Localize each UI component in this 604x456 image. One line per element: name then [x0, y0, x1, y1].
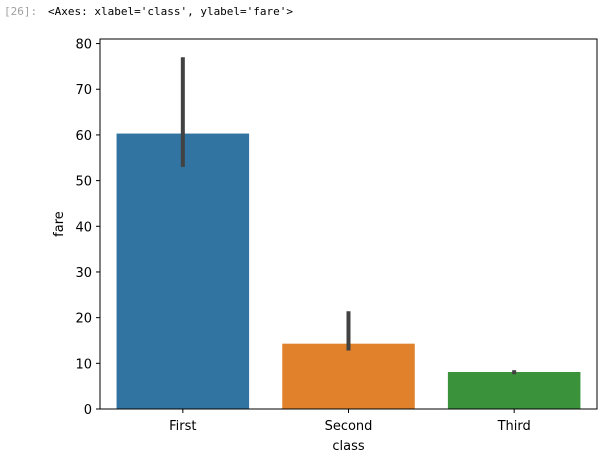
x-axis-label: class: [332, 439, 364, 454]
y-tick-label: 70: [75, 83, 92, 98]
y-tick-label: 20: [75, 312, 92, 327]
y-tick-label: 60: [75, 129, 92, 144]
bar-third: [447, 372, 581, 409]
bar-second: [282, 343, 415, 409]
x-axis: First Second Third: [169, 409, 531, 434]
y-tick-label: 80: [75, 38, 92, 53]
cell-output-text: <Axes: xlabel='class', ylabel='fare'>: [48, 5, 294, 18]
x-tick-label: Second: [325, 419, 373, 434]
bars-group: [116, 133, 581, 410]
y-tick-label: 10: [75, 357, 92, 372]
x-tick-label: First: [169, 419, 196, 434]
y-tick-label: 50: [75, 175, 92, 190]
y-tick-label: 40: [75, 220, 92, 235]
y-axis: 0 10 20 30 40 50 60 70 80: [75, 38, 100, 418]
y-tick-label: 0: [84, 403, 92, 418]
y-tick-label: 30: [75, 266, 92, 281]
plot-frame: [99, 38, 598, 410]
error-bars-group: [180, 57, 517, 375]
bar-first: [116, 133, 250, 410]
y-axis-label: fare: [52, 211, 67, 237]
x-tick-label: Third: [497, 419, 531, 434]
cell-prompt: [26]:: [4, 5, 38, 18]
